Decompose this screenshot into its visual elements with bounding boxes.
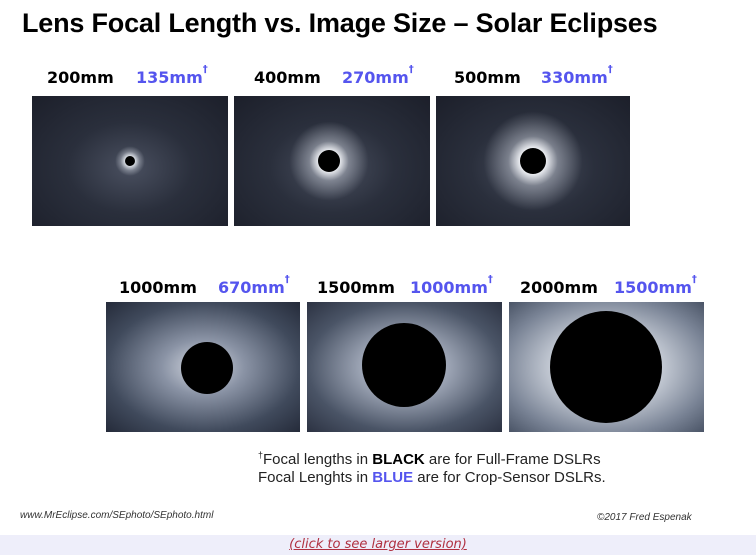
focal-length-full-frame: 200mm (47, 68, 114, 87)
larger-version-link[interactable]: (click to see larger version) (289, 537, 467, 552)
page-title: Lens Focal Length vs. Image Size – Solar… (22, 8, 658, 38)
focal-length-full-frame: 2000mm (520, 278, 598, 297)
focal-length-full-frame: 500mm (454, 68, 521, 87)
moon-disk (181, 342, 233, 394)
caption-band: (click to see larger version) (0, 535, 756, 555)
focal-length-full-frame: 1500mm (317, 278, 395, 297)
focal-length-crop: 1000mm† (410, 274, 493, 297)
moon-disk (318, 150, 340, 172)
moon-disk (362, 323, 446, 407)
focal-length-crop: 330mm† (541, 64, 613, 87)
copyright: ©2017 Fred Espenak (597, 512, 692, 523)
eclipse-photo (32, 96, 228, 226)
eclipse-photo (106, 302, 300, 432)
eclipse-photo (509, 302, 704, 432)
focal-length-crop: 270mm† (342, 64, 414, 87)
focal-length-crop: 135mm† (136, 64, 208, 87)
focal-length-full-frame: 1000mm (119, 278, 197, 297)
focal-length-crop: 670mm† (218, 274, 290, 297)
moon-disk (125, 156, 135, 166)
source-url: www.MrEclipse.com/SEphoto/SEphoto.html (20, 510, 214, 521)
moon-disk (550, 311, 662, 423)
eclipse-photo (436, 96, 630, 226)
legend-note: †Focal lengths in BLACK are for Full-Fra… (258, 450, 606, 486)
moon-disk (520, 148, 546, 174)
eclipse-photo (307, 302, 502, 432)
focal-length-full-frame: 400mm (254, 68, 321, 87)
focal-length-crop: 1500mm† (614, 274, 697, 297)
eclipse-photo (234, 96, 430, 226)
